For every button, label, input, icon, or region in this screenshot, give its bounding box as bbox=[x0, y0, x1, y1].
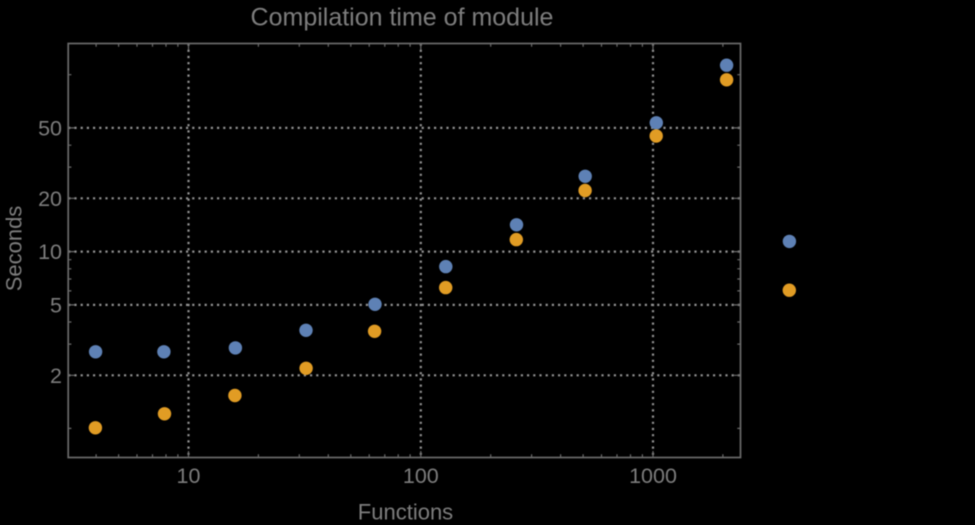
svg-text:2: 2 bbox=[50, 364, 62, 388]
svg-text:Functions: Functions bbox=[358, 500, 453, 525]
svg-text:10: 10 bbox=[177, 464, 201, 488]
svg-text:Compilation time of module: Compilation time of module bbox=[251, 4, 554, 32]
svg-text:1000: 1000 bbox=[629, 464, 677, 488]
svg-text:10: 10 bbox=[38, 240, 62, 264]
svg-text:20: 20 bbox=[38, 187, 62, 211]
svg-text:50: 50 bbox=[38, 116, 62, 140]
svg-text:5: 5 bbox=[50, 293, 62, 317]
svg-text:Seconds: Seconds bbox=[2, 206, 27, 292]
svg-text:100: 100 bbox=[403, 464, 439, 488]
